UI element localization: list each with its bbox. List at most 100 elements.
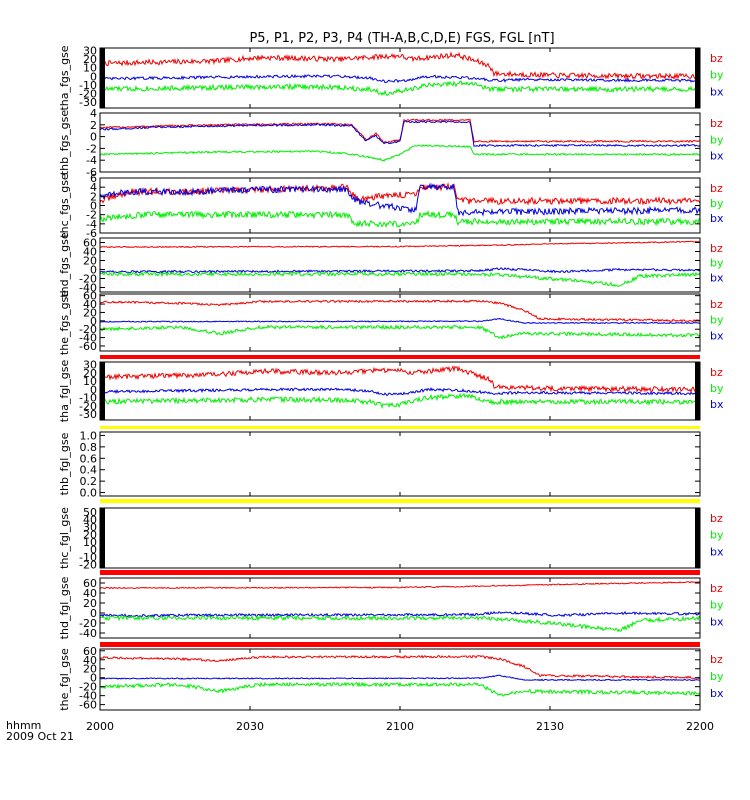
legend-by: by bbox=[710, 382, 724, 395]
y-tick-label: 60 bbox=[83, 237, 97, 250]
y-tick-label: 0 bbox=[90, 131, 97, 144]
panel-frame bbox=[99, 112, 701, 173]
legend-by: by bbox=[710, 257, 724, 270]
y-axis-label: the_fgl_gse bbox=[58, 648, 71, 711]
legend-bx: bx bbox=[710, 85, 724, 98]
series-line-by bbox=[99, 210, 701, 228]
y-tick-label: 20 bbox=[83, 255, 97, 268]
left-edge-bar bbox=[100, 362, 105, 420]
y-tick-label: -60 bbox=[79, 699, 97, 712]
legend-bz: bz bbox=[710, 512, 723, 525]
y-tick-label: -2 bbox=[86, 142, 97, 155]
y-tick-label: -30 bbox=[79, 96, 97, 109]
data-flag-bar bbox=[100, 570, 700, 575]
right-edge-bar bbox=[695, 362, 700, 420]
y-tick-label: 40 bbox=[83, 298, 97, 311]
y-tick-label: 0 bbox=[90, 383, 97, 396]
y-tick-label: 20 bbox=[83, 53, 97, 66]
y-tick-label: 0.2 bbox=[80, 475, 98, 488]
series-line-by bbox=[99, 614, 701, 633]
data-flag-bar bbox=[100, 426, 700, 429]
y-tick-label: -20 bbox=[79, 617, 97, 630]
y-tick-label: -6 bbox=[86, 166, 97, 179]
series-line-bz bbox=[99, 580, 701, 590]
y-tick-label: -20 bbox=[79, 558, 97, 571]
legend-bz: bz bbox=[710, 653, 723, 666]
series-line-bx bbox=[99, 674, 700, 682]
y-tick-label: 20 bbox=[83, 663, 97, 676]
y-tick-label: -20 bbox=[79, 681, 97, 694]
y-tick-label: 2 bbox=[90, 190, 97, 203]
data-flag-bar bbox=[100, 355, 700, 359]
panel-frame bbox=[99, 431, 701, 497]
series-line-bx bbox=[99, 120, 701, 148]
legend-bx: bx bbox=[710, 150, 724, 163]
series-line-by bbox=[99, 80, 701, 97]
y-tick-label: -40 bbox=[79, 282, 97, 295]
series-line-bx bbox=[99, 267, 701, 274]
y-tick-label: 20 bbox=[83, 528, 97, 541]
series-line-bz bbox=[99, 365, 701, 394]
y-tick-label: -2 bbox=[86, 209, 97, 222]
y-tick-label: 4 bbox=[90, 181, 97, 194]
y-tick-label: 0 bbox=[90, 70, 97, 83]
legend-by: by bbox=[710, 197, 724, 210]
y-tick-label: 60 bbox=[83, 290, 97, 303]
y-tick-label: 0.6 bbox=[80, 452, 98, 465]
y-tick-label: 10 bbox=[83, 536, 97, 549]
y-tick-label: -6 bbox=[86, 227, 97, 240]
series-line-bx bbox=[99, 610, 701, 618]
legend-bz: bz bbox=[710, 117, 723, 130]
y-tick-label: 2 bbox=[90, 119, 97, 132]
legend-bz: bz bbox=[710, 52, 723, 65]
y-axis-label: thc_fgs_gse bbox=[58, 173, 71, 238]
y-tick-label: 40 bbox=[83, 654, 97, 667]
x-tick-label: 2000 bbox=[86, 720, 114, 733]
y-tick-label: -20 bbox=[79, 323, 97, 336]
y-tick-label: 60 bbox=[83, 645, 97, 658]
data-flag-bar bbox=[100, 642, 700, 647]
right-edge-bar bbox=[695, 508, 700, 568]
right-edge-bar bbox=[695, 48, 700, 108]
panel-thb_fgs_gse: 420-2-4-6 thb_fgs_gse bz by bx bbox=[58, 107, 724, 179]
legend-bx: bx bbox=[710, 615, 724, 628]
y-tick-label: -30 bbox=[79, 408, 97, 421]
y-tick-label: 0 bbox=[90, 200, 97, 213]
y-tick-label: -40 bbox=[79, 627, 97, 640]
y-tick-label: 40 bbox=[83, 513, 97, 526]
legend-bz: bz bbox=[710, 298, 723, 311]
panel-frame bbox=[99, 177, 701, 234]
data-flag-bar bbox=[100, 499, 700, 503]
legend-bx: bx bbox=[710, 271, 724, 284]
y-tick-label: 40 bbox=[83, 246, 97, 259]
series-line-bx bbox=[99, 386, 701, 397]
y-tick-label: 40 bbox=[83, 587, 97, 600]
series-line-by bbox=[99, 681, 701, 697]
series-line-bz bbox=[99, 51, 701, 81]
y-tick-label: 4 bbox=[90, 107, 97, 120]
series-line-by bbox=[99, 270, 701, 287]
legend-bz: bz bbox=[710, 242, 723, 255]
legend-by: by bbox=[710, 670, 724, 683]
y-axis-label: thc_fgl_gse bbox=[58, 507, 71, 569]
y-tick-label: 0 bbox=[90, 264, 97, 277]
y-tick-label: -60 bbox=[79, 340, 97, 353]
y-tick-label: -40 bbox=[79, 690, 97, 703]
series-line-bz bbox=[99, 654, 701, 680]
legend-bx: bx bbox=[710, 687, 724, 700]
y-axis-label: thb_fgs_gse bbox=[58, 110, 71, 176]
x-axis-unit-label: hhmm bbox=[6, 719, 41, 732]
x-tick-label: 2100 bbox=[386, 720, 414, 733]
y-tick-label: 0 bbox=[90, 672, 97, 685]
legend-by: by bbox=[710, 133, 724, 146]
x-tick-label: 2030 bbox=[236, 720, 264, 733]
x-tick-label: 2130 bbox=[536, 720, 564, 733]
time-axis: 2000 2030 2100 2130 2200 bbox=[86, 720, 714, 733]
legend-bx: bx bbox=[710, 545, 724, 558]
y-tick-label: -4 bbox=[86, 218, 97, 231]
